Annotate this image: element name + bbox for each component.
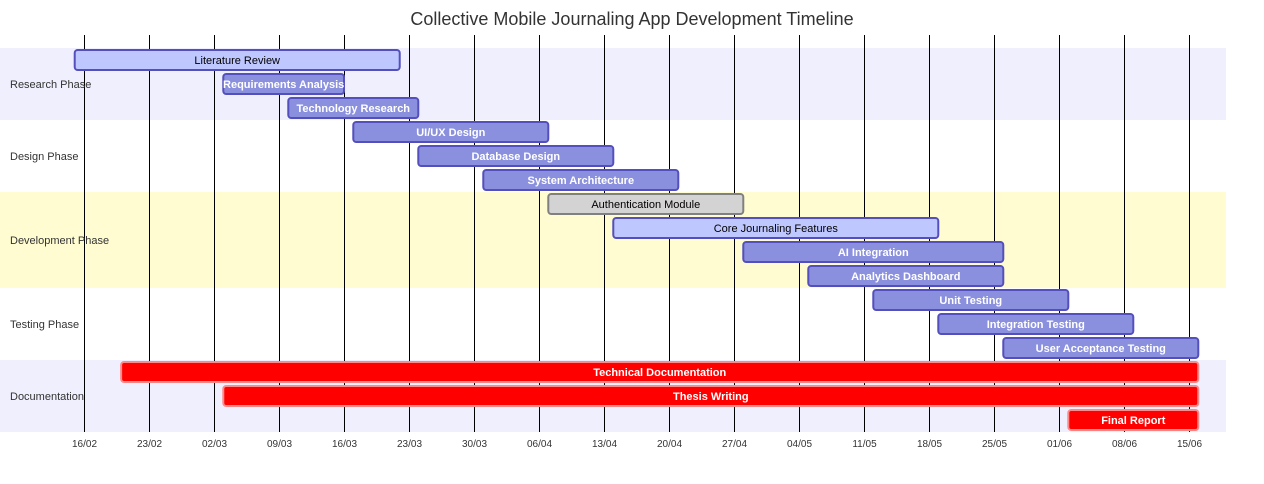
task-bar[interactable]: Core Journaling Features: [612, 217, 940, 239]
x-tick-label: 09/03: [267, 439, 292, 450]
task-bar-rect: [222, 385, 1200, 407]
task-label: Literature Review: [194, 55, 280, 67]
task-bar[interactable]: UI/UX Design: [352, 121, 550, 143]
section-labels: Research Phase Design Phase Development Ph…: [10, 79, 109, 403]
x-tick-label: 27/04: [722, 439, 747, 450]
x-tick-label: 01/06: [1047, 439, 1072, 450]
x-tick-label: 16/03: [332, 439, 357, 450]
x-tick-label: 23/02: [137, 439, 162, 450]
section-label: Development Phase: [10, 235, 109, 247]
task-bar-rect: [352, 121, 550, 143]
task-bar[interactable]: User Acceptance Testing: [1002, 337, 1200, 359]
task-bar[interactable]: Final Report: [1067, 409, 1200, 431]
task-label: Authentication Module: [591, 199, 700, 211]
task-bars: Literature Review Requirements Analysis Te…: [73, 49, 1200, 431]
x-tick-label: 04/05: [787, 439, 812, 450]
x-tick-label: 18/05: [917, 439, 942, 450]
x-tick-label: 08/06: [1112, 439, 1137, 450]
task-label: Technical Documentation: [593, 367, 726, 379]
task-label: User Acceptance Testing: [1036, 343, 1166, 355]
task-bar-rect: [612, 217, 940, 239]
section-label: Research Phase: [10, 79, 91, 91]
task-bar-rect: [1002, 337, 1200, 359]
task-label: Thesis Writing: [673, 391, 749, 403]
task-bar[interactable]: Technical Documentation: [120, 361, 1200, 383]
task-bar[interactable]: Literature Review: [73, 49, 401, 71]
task-bar-rect: [1067, 409, 1200, 431]
chart-title: Collective Mobile Journaling App Develop…: [410, 9, 853, 29]
task-bar-rect: [937, 313, 1135, 335]
x-tick-label: 06/04: [527, 439, 552, 450]
section-label: Testing Phase: [10, 319, 79, 331]
task-bar-rect: [482, 169, 680, 191]
task-bar-rect: [417, 145, 615, 167]
task-label: System Architecture: [527, 175, 634, 187]
task-bar-rect: [807, 265, 1005, 287]
task-bar[interactable]: Integration Testing: [937, 313, 1135, 335]
x-tick-label: 30/03: [462, 439, 487, 450]
task-bar-rect: [222, 73, 346, 95]
x-tick-label: 11/05: [852, 439, 877, 450]
section-label: Documentation: [10, 391, 84, 403]
task-label: Integration Testing: [987, 319, 1085, 331]
x-tick-label: 02/03: [202, 439, 227, 450]
task-bar[interactable]: Authentication Module: [547, 193, 745, 215]
task-bar[interactable]: Technology Research: [287, 97, 420, 119]
task-bar[interactable]: Unit Testing: [872, 289, 1070, 311]
task-label: Database Design: [471, 151, 560, 163]
x-tick-label: 25/05: [982, 439, 1007, 450]
task-bar[interactable]: Analytics Dashboard: [807, 265, 1005, 287]
task-label: Technology Research: [297, 103, 411, 115]
section-label: Design Phase: [10, 151, 79, 163]
x-tick-label: 13/04: [592, 439, 617, 450]
x-tick-label: 15/06: [1177, 439, 1202, 450]
task-bar-rect: [547, 193, 745, 215]
task-bar-rect: [120, 361, 1200, 383]
task-bar-rect: [287, 97, 420, 119]
x-tick-label: 20/04: [657, 439, 682, 450]
task-bar[interactable]: Database Design: [417, 145, 615, 167]
task-bar[interactable]: System Architecture: [482, 169, 680, 191]
task-label: Unit Testing: [939, 295, 1002, 307]
x-tick-label: 16/02: [72, 439, 97, 450]
task-label: Core Journaling Features: [714, 223, 839, 235]
task-bar[interactable]: Requirements Analysis: [222, 73, 346, 95]
task-bar[interactable]: AI Integration: [742, 241, 1005, 263]
x-axis-ticks: 16/02 23/02 02/03 09/03 16/03 23/03 30/03 06/04…: [72, 439, 1202, 450]
task-bar[interactable]: Thesis Writing: [222, 385, 1200, 407]
task-bar-rect: [872, 289, 1070, 311]
task-label: Requirements Analysis: [223, 79, 344, 91]
task-label: UI/UX Design: [416, 127, 485, 139]
task-label: AI Integration: [838, 247, 909, 259]
task-bar-rect: [73, 49, 401, 71]
task-bar-rect: [742, 241, 1005, 263]
x-tick-label: 23/03: [397, 439, 422, 450]
task-label: Analytics Dashboard: [851, 271, 960, 283]
task-label: Final Report: [1101, 415, 1166, 427]
